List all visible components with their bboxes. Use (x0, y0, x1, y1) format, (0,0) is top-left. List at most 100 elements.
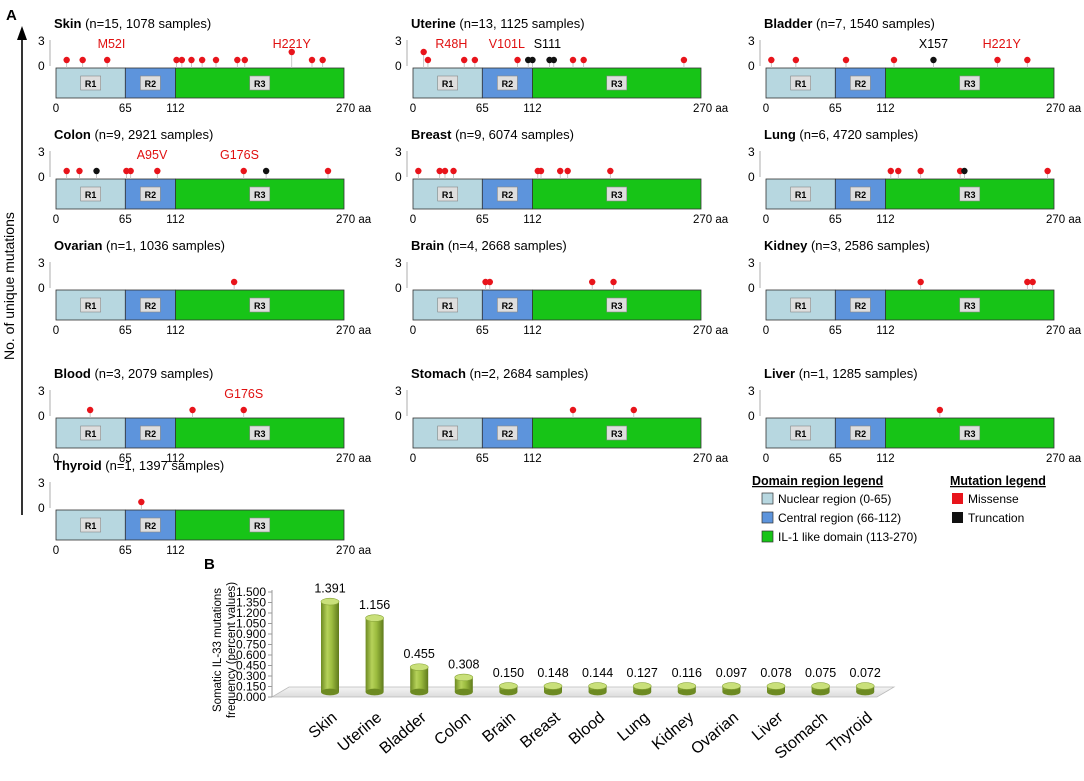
x-tick-2: 112 (523, 325, 541, 337)
missense-mutation-dot (420, 48, 427, 56)
track-y-tick-3: 3 (38, 384, 45, 398)
bar-base (633, 688, 652, 696)
bar-top (811, 682, 830, 690)
panel-b-label: B (204, 556, 215, 573)
x-tick-2: 112 (876, 325, 894, 337)
domain-tag-r1 (437, 425, 458, 441)
domain-tag-r3 (959, 186, 981, 202)
track-y-tick-0: 0 (748, 170, 755, 184)
bar-top (454, 673, 474, 682)
mutation-annotation: G176S (220, 148, 259, 162)
domain-label-r2: R2 (502, 301, 514, 311)
bar-value-label: 0.072 (850, 666, 881, 680)
missense-mutation-dot (994, 56, 1001, 64)
bar-body (321, 601, 339, 692)
track-y-tick-3: 3 (395, 34, 402, 48)
bar-top (677, 682, 697, 690)
x-tick-3: 270 aa (336, 103, 372, 115)
x-tick-2: 112 (876, 214, 894, 226)
domain-label-r3: R3 (611, 429, 623, 439)
missense-mutation-dot (230, 278, 238, 286)
bar-top (499, 682, 518, 690)
domain-tag-r2 (140, 297, 161, 313)
track-stomach: Stomach (n=2, 2684 samples) 3 0 R1 R2 R3 0 65 11… (395, 366, 729, 465)
missense-mutation-dot (319, 56, 326, 64)
track-kidney: Kidney (n=3, 2586 samples) 3 0 R1 R2 R3 0 65 112… (748, 238, 1082, 337)
bar-category-label: Lung (615, 709, 653, 745)
legend-swatch-missense (952, 493, 963, 504)
domain-label-r3: R3 (964, 301, 976, 311)
x-tick-1: 65 (476, 214, 489, 226)
legend-label-nuclear: Nuclear region (0-65) (778, 492, 891, 506)
domain-label-r3: R3 (254, 79, 266, 89)
domain-label-r1: R1 (795, 190, 807, 200)
track-y-tick-0: 0 (395, 281, 402, 295)
x-tick-2: 112 (876, 103, 894, 115)
domain-tag-r3 (606, 297, 628, 313)
track-liver: Liver (n=1, 1285 samples) 3 0 R1 R2 R3 0 65 112 2… (748, 366, 1082, 465)
missense-mutation-dot (424, 56, 432, 64)
x-tick-2: 112 (523, 214, 541, 226)
track-y-tick-0: 0 (38, 501, 45, 515)
legend-label-truncation: Truncation (968, 511, 1024, 525)
missense-mutation-dot (471, 56, 479, 64)
bar-value-label: 0.116 (672, 666, 702, 680)
bar-top (409, 663, 429, 671)
x-tick-1: 65 (829, 103, 842, 115)
x-tick-3: 270 aa (336, 453, 372, 465)
missense-mutation-dot (241, 56, 248, 64)
bar-value-label: 0.455 (404, 647, 435, 661)
x-tick-0: 0 (53, 214, 59, 226)
missense-mutation-dot (240, 406, 247, 414)
missense-mutation-dot (189, 406, 196, 414)
track-y-tick-3: 3 (38, 145, 45, 159)
bar-value-label: 0.097 (716, 666, 747, 680)
x-tick-1: 65 (119, 103, 132, 115)
domain-label-r1: R1 (795, 301, 807, 311)
x-tick-1: 65 (119, 214, 132, 226)
domain-tag-r2 (497, 297, 518, 313)
legend-swatch-il1 (761, 530, 774, 543)
track-y-tick-0: 0 (38, 170, 45, 184)
x-tick-3: 270 aa (336, 545, 372, 557)
missense-mutation-dot (415, 167, 422, 175)
domain-tag-r3 (249, 75, 271, 91)
x-tick-0: 0 (763, 103, 769, 115)
x-tick-3: 270 aa (693, 103, 729, 115)
x-tick-0: 0 (410, 214, 416, 226)
missense-mutation-dot (104, 56, 111, 64)
x-tick-0: 0 (53, 103, 59, 115)
domain-label-r1: R1 (85, 190, 97, 200)
bar-value-label: 1.156 (359, 598, 390, 612)
track-uterine: Uterine (n=13, 1125 samples) 3 0 R1 R2 R3 0 65 1… (395, 16, 729, 115)
bar-value-label: 0.144 (582, 666, 613, 680)
panel-a-label: A (6, 7, 17, 24)
track-y-tick-3: 3 (395, 145, 402, 159)
track-y-tick-3: 3 (395, 256, 402, 270)
truncation-mutation-dot (93, 167, 100, 175)
track-ovarian: Ovarian (n=1, 1036 samples) 3 0 R1 R2 R3 0 65 11… (38, 238, 372, 337)
missense-mutation-dot (188, 56, 195, 64)
missense-mutation-dot (1024, 56, 1031, 64)
x-tick-3: 270 aa (1046, 103, 1082, 115)
track-y-tick-0: 0 (395, 170, 402, 184)
missense-mutation-dot (569, 56, 577, 64)
x-tick-1: 65 (476, 103, 489, 115)
x-tick-3: 270 aa (336, 214, 372, 226)
track-y-tick-0: 0 (395, 409, 402, 423)
missense-mutation-dot (936, 406, 944, 414)
bar-category-label: Thyroid (824, 709, 876, 756)
mutation-annotation: M52I (98, 37, 126, 51)
domain-label-r3: R3 (254, 521, 266, 531)
track-y-tick-3: 3 (748, 145, 755, 159)
truncation-mutation-dot (529, 56, 536, 64)
missense-mutation-dot (461, 56, 468, 64)
domain-label-r2: R2 (145, 79, 157, 89)
bar-category-label: Breast (517, 709, 564, 752)
bar-top (365, 614, 384, 622)
domain-label-r1: R1 (442, 301, 454, 311)
missense-mutation-dot (564, 167, 571, 175)
x-tick-3: 270 aa (1046, 325, 1082, 337)
bar-top (320, 597, 340, 606)
x-tick-1: 65 (119, 545, 132, 557)
